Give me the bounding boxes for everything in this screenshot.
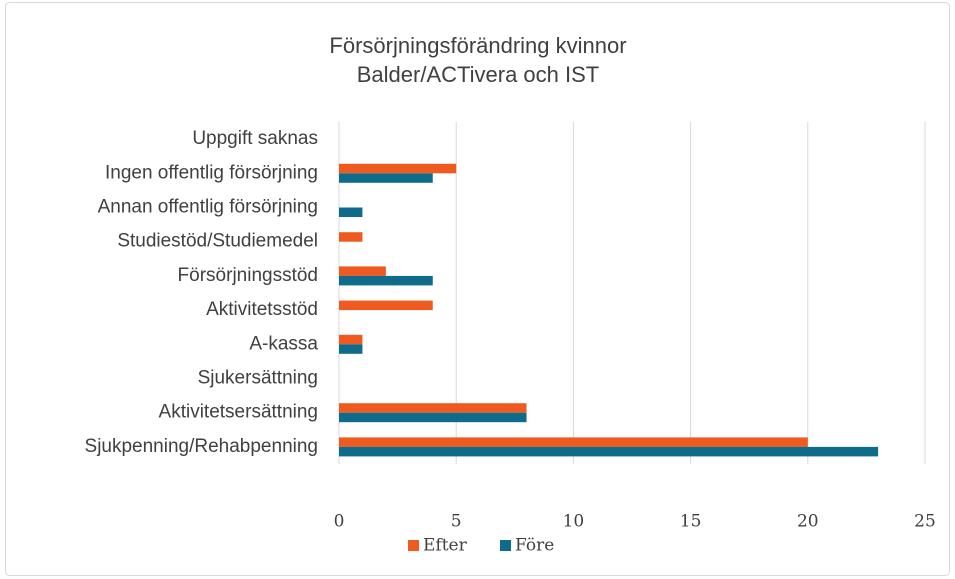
y-tick-label: Sjukersättning [198,368,318,389]
chart-title: Balder/ACTivera och IST [357,62,600,87]
bar [339,275,433,286]
x-tick-label: 15 [680,512,702,532]
y-tick-label: A-kassa [249,333,318,354]
bar [339,266,386,276]
bar [339,173,433,183]
y-tick-label: Aktivitetsstöd [206,299,318,320]
legend-swatch [500,540,511,551]
bar [339,437,808,447]
y-tick-label: Sjukpenning/Rehabpenning [85,436,318,457]
y-tick-label: Annan offentlig försörjning [98,197,318,218]
legend-label: Före [515,536,554,556]
y-tick-label: Ingen offentlig försörjning [105,162,318,183]
x-tick-label: 10 [563,512,585,532]
chart-title: Försörjningsförändring kvinnor [329,33,626,58]
bar [339,232,363,242]
x-tick-label: 5 [451,512,462,532]
x-tick-label: 20 [797,512,819,532]
bar [339,163,457,174]
chart-border [5,2,950,576]
legend-label: Efter [423,536,468,556]
bar [339,446,879,457]
y-tick-label: Studiestöd/Studiemedel [117,231,318,252]
bar [339,207,363,217]
bar [339,403,527,413]
x-tick-label: 25 [914,512,936,532]
x-tick-label: 0 [334,512,345,532]
bar [339,300,433,311]
bar [339,334,363,345]
bar [339,344,363,354]
y-tick-label: Uppgift saknas [192,128,318,149]
bar [339,412,527,423]
y-tick-label: Försörjningsstöd [178,265,318,286]
y-tick-label: Aktivitetsersättning [159,402,318,423]
legend-swatch [408,540,419,551]
